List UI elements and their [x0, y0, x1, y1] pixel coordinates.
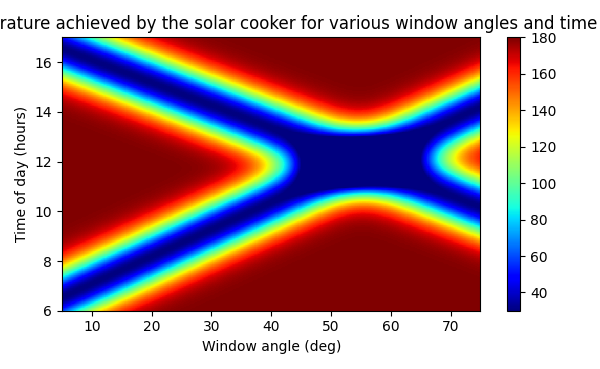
Y-axis label: Time of day (hours): Time of day (hours) [15, 106, 29, 242]
Title: Temperature achieved by the solar cooker for various window angles and time: Temperature achieved by the solar cooker… [0, 15, 598, 33]
X-axis label: Window angle (deg): Window angle (deg) [202, 340, 341, 354]
